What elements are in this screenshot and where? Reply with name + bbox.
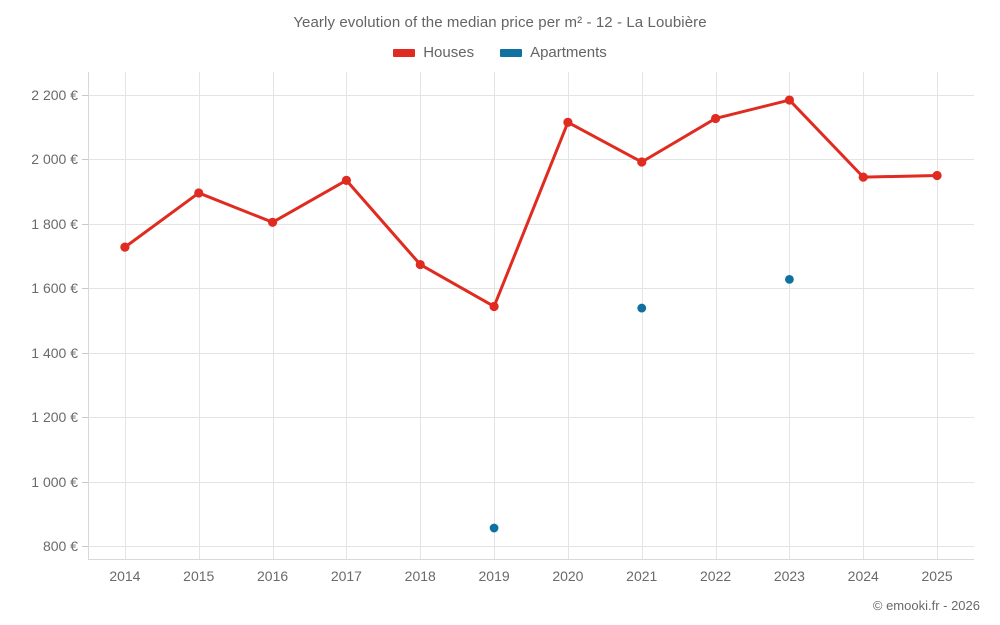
chart-legend: Houses Apartments: [0, 44, 1000, 61]
plot-area: [88, 72, 974, 559]
gridline-vertical: [346, 72, 348, 559]
x-axis-tick-label: 2023: [773, 568, 805, 584]
y-axis-tick-mark: [82, 159, 88, 161]
y-axis-tick-label: 1 800 €: [31, 215, 78, 232]
gridline-vertical: [124, 72, 126, 559]
gridline-vertical: [863, 72, 865, 559]
y-axis-tick-labels: 800 € 1 000 € 1 200 € 1 400 € 1 600 € 1 800 €…: [0, 0, 78, 625]
gridline-horizontal: [88, 223, 974, 225]
gridline-vertical: [494, 72, 496, 559]
gridline-horizontal: [88, 417, 974, 419]
x-axis-line: [88, 559, 974, 560]
legend-label-houses: Houses: [423, 44, 475, 61]
gridline-vertical: [641, 72, 643, 559]
gridline-vertical: [937, 72, 939, 559]
chart-title: Yearly evolution of the median price per…: [293, 14, 707, 31]
y-axis-tick-mark: [82, 417, 88, 419]
x-axis-tick-label: 2022: [700, 568, 732, 584]
y-axis-tick-label: 1 400 €: [31, 344, 78, 361]
y-axis-tick-label: 2 200 €: [31, 86, 78, 103]
y-axis-tick-mark: [82, 546, 88, 548]
y-axis-tick-label: 1 000 €: [31, 473, 78, 490]
x-axis-tick-label: 2016: [257, 568, 289, 584]
x-axis-tick-label: 2024: [847, 568, 879, 584]
legend-swatch-apartments: [500, 48, 523, 57]
gridline-vertical: [715, 72, 717, 559]
y-axis-tick-label: 2 000 €: [31, 151, 78, 168]
y-axis-tick-mark: [82, 481, 88, 483]
legend-item-houses[interactable]: Houses: [393, 44, 474, 61]
x-axis-tick-label: 2015: [183, 568, 215, 584]
x-axis-tick-label: 2018: [404, 568, 436, 584]
chart-credit: © emooki.fr - 2026: [872, 598, 980, 613]
gridline-horizontal: [88, 94, 974, 96]
gridline-horizontal: [88, 481, 974, 483]
y-axis-tick-mark: [82, 94, 88, 96]
x-axis-tick-label: 2020: [552, 568, 584, 584]
x-axis-tick-label: 2025: [921, 568, 953, 584]
x-axis-tick-label: 2014: [109, 568, 141, 584]
y-axis-tick-label: 800 €: [42, 538, 78, 555]
y-axis-tick-mark: [82, 352, 88, 354]
gridline-vertical: [272, 72, 274, 559]
y-axis-tick-mark: [82, 288, 88, 290]
gridline-vertical: [567, 72, 569, 559]
gridline-vertical: [789, 72, 791, 559]
gridline-horizontal: [88, 288, 974, 290]
x-axis-tick-label: 2021: [626, 568, 658, 584]
x-axis-tick-label: 2019: [478, 568, 510, 584]
gridline-horizontal: [88, 159, 974, 161]
gridline-horizontal: [88, 352, 974, 354]
x-axis-tick-label: 2017: [330, 568, 362, 584]
legend-swatch-houses: [393, 48, 416, 57]
y-axis-tick-label: 1 200 €: [31, 409, 78, 426]
gridline-horizontal: [88, 546, 974, 548]
gridline-vertical: [420, 72, 422, 559]
legend-item-apartments[interactable]: Apartments: [500, 44, 607, 61]
y-axis-tick-label: 1 600 €: [31, 280, 78, 297]
gridline-vertical: [198, 72, 200, 559]
y-axis-tick-mark: [82, 223, 88, 225]
y-axis-line: [88, 72, 89, 559]
legend-label-apartments: Apartments: [530, 44, 607, 61]
